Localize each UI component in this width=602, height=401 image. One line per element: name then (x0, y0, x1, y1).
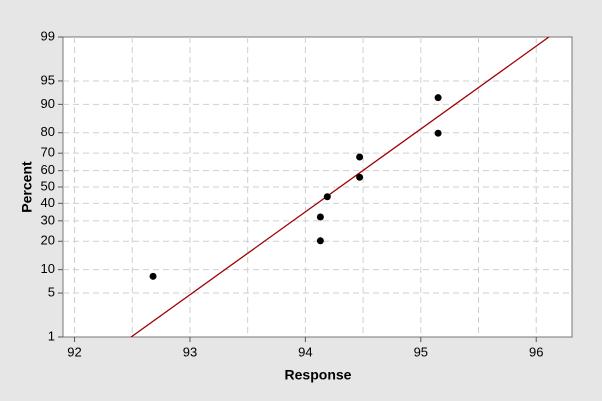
y-tick-label: 90 (41, 96, 55, 111)
x-tick-label: 95 (414, 344, 428, 359)
y-tick-label: 30 (41, 212, 55, 227)
y-tick-label: 70 (41, 145, 55, 160)
x-tick-label: 96 (529, 344, 543, 359)
point (316, 213, 324, 221)
point (434, 129, 442, 137)
x-axis-title: Response (285, 367, 352, 383)
fit-line (130, 37, 550, 337)
point (356, 173, 364, 181)
y-tick-label: 40 (41, 195, 55, 210)
y-tick-label: 1 (48, 328, 55, 343)
x-tick-label: 94 (298, 344, 312, 359)
point (323, 193, 331, 201)
x-tick-label: 93 (183, 344, 197, 359)
y-tick-label: 5 (48, 284, 55, 299)
y-tick-label: 50 (41, 178, 55, 193)
y-tick-label: 99 (41, 28, 55, 43)
y-tick-label: 80 (41, 124, 55, 139)
y-tick-label: 60 (41, 162, 55, 177)
y-axis-title: Percent (19, 161, 35, 213)
point (356, 153, 364, 161)
point (316, 237, 324, 245)
y-tick-label: 95 (41, 72, 55, 87)
y-tick-label: 20 (41, 233, 55, 248)
point (434, 94, 442, 102)
y-tick-label: 10 (41, 261, 55, 276)
point (149, 272, 157, 280)
x-tick-label: 92 (67, 344, 81, 359)
